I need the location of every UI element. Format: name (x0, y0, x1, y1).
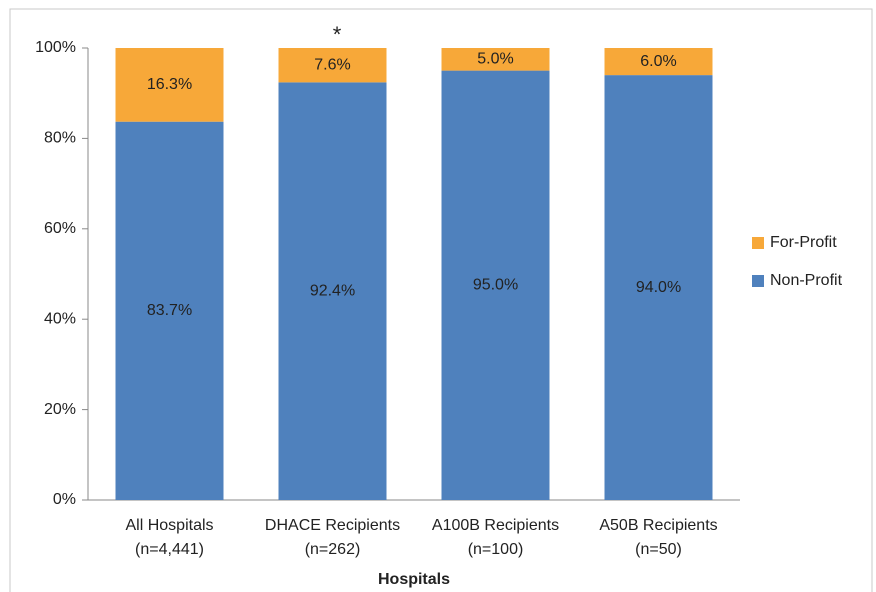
x-axis-label: Hospitals (378, 571, 450, 588)
bar-segment (115, 48, 224, 122)
bar-segment (278, 48, 387, 83)
x-tick-line: A50B Recipients (599, 517, 717, 534)
data-label: 16.3% (147, 76, 192, 93)
x-tick-line: (n=100) (468, 541, 524, 558)
data-label: 7.6% (314, 56, 350, 73)
bar-segment (115, 121, 224, 501)
y-tick-label: 0% (53, 491, 76, 508)
x-tick-label: A50B Recipients (n=50) (599, 517, 717, 558)
legend-label: For-Profit (770, 234, 837, 251)
bar-segment (604, 48, 713, 76)
x-tick-label: A100B Recipients (n=100) (432, 517, 559, 558)
bar-segment (278, 82, 387, 501)
data-label: 83.7% (147, 302, 192, 319)
bar-segment (604, 75, 713, 501)
y-tick-label: 40% (44, 310, 76, 327)
data-label: 5.0% (477, 51, 513, 68)
bar-segment (441, 70, 550, 500)
y-tick-label: 80% (44, 130, 76, 147)
x-tick-line: All Hospitals (125, 517, 213, 534)
data-label: 6.0% (640, 53, 676, 70)
y-tick-label: 20% (44, 401, 76, 418)
y-tick-label: 60% (44, 220, 76, 237)
x-tick-label: DHACE Recipients (n=262) (265, 517, 400, 558)
data-label: 92.4% (310, 282, 355, 299)
x-tick-line: (n=50) (635, 541, 682, 558)
x-tick-label: All Hospitals (n=4,441) (125, 517, 213, 558)
chart-frame (9, 8, 873, 592)
data-label: 94.0% (636, 279, 681, 296)
x-tick-line: (n=4,441) (135, 541, 204, 558)
y-tick-label: 100% (35, 39, 76, 56)
legend-swatch (752, 237, 764, 249)
legend-swatch (752, 275, 764, 287)
data-label: 95.0% (473, 277, 518, 294)
bar-segment (441, 48, 550, 71)
annotation: * (333, 22, 342, 47)
x-tick-line: (n=262) (305, 541, 361, 558)
legend-label: Non-Profit (770, 272, 843, 289)
x-tick-line: A100B Recipients (432, 517, 559, 534)
x-tick-line: DHACE Recipients (265, 517, 400, 534)
